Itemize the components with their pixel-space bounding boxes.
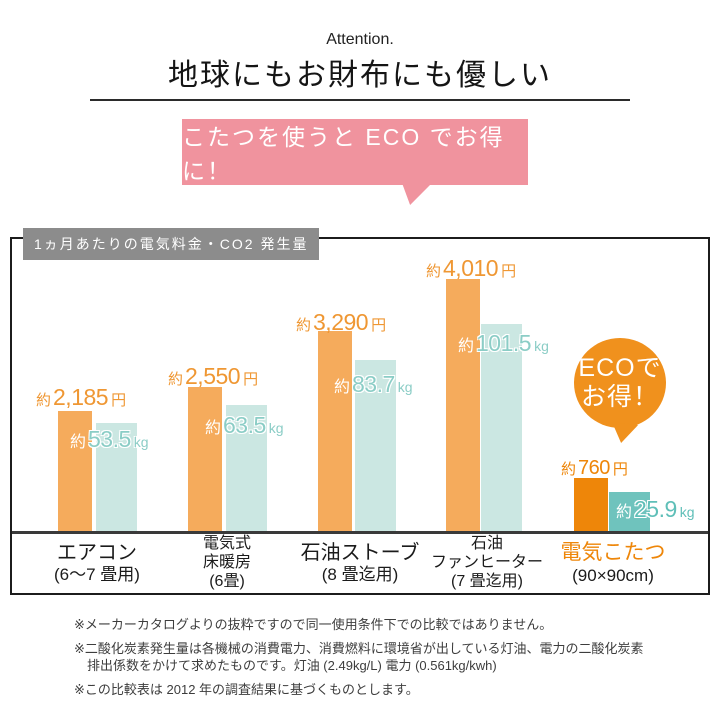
category-label-1: 電気式 床暖房 (6畳) xyxy=(152,534,302,593)
approx-prefix: 約 xyxy=(458,338,475,355)
category-line: ファンヒーター xyxy=(430,554,543,572)
co2-value-label-3: 約101.5 kg xyxy=(458,332,549,355)
category-line: (6畳) xyxy=(209,572,245,590)
co2-bar-1 xyxy=(226,405,267,531)
co2-value: 63.5 xyxy=(223,412,266,438)
footnote-2: ※二酸化炭素発生量は各機械の消費電力、消費燃料に環境省が出している灯油、電力の二… xyxy=(74,641,644,674)
price-value: 2,550 xyxy=(185,363,241,389)
co2-unit: kg xyxy=(534,338,549,354)
co2-bar-4 xyxy=(609,492,650,531)
category-labels-strip: エアコン (6〜7 畳用) 電気式 床暖房 (6畳) 石油ストーブ (8 畳迄用) 石油 ファン… xyxy=(12,531,708,593)
co2-value: 101.5 xyxy=(476,330,532,356)
price-value-label-1: 約2,550 円 xyxy=(168,365,258,388)
approx-prefix: 約 xyxy=(205,420,222,437)
speech-bubble-tail xyxy=(402,183,432,205)
footnotes: ※メーカーカタログよりの抜粋ですので同一使用条件下での比較ではありません。 ※二酸… xyxy=(74,616,656,706)
eco-badge: ECOで お得！ xyxy=(574,338,666,443)
co2-bar-0 xyxy=(96,423,137,531)
price-unit: 円 xyxy=(501,263,517,280)
co2-bar-2 xyxy=(355,360,396,531)
price-bar-4 xyxy=(574,478,608,531)
attention-label: Attention. xyxy=(326,31,394,48)
category-line: (8 畳迄用) xyxy=(321,565,399,585)
chart-title-box: 1ヵ月あたりの電気料金・CO2 発生量 xyxy=(23,228,320,260)
price-value-label-0: 約2,185 円 xyxy=(36,386,126,409)
co2-value-label-4: 約25.9 kg xyxy=(616,498,695,521)
price-unit: 円 xyxy=(111,392,127,409)
chart-area: 約2,185 円約53.5 kg 約2,550 円約63.5 kg 約3,290 円約83.7… xyxy=(10,237,710,595)
category-line: エアコン xyxy=(57,541,137,564)
category-line: (6〜7 畳用) xyxy=(54,565,140,585)
eco-badge-line2: お得！ xyxy=(580,383,659,411)
category-line: 床暖房 xyxy=(202,554,251,572)
approx-prefix: 約 xyxy=(296,317,312,334)
price-bar-1 xyxy=(188,387,222,531)
category-label-4: 電気こたつ (90×90cm) xyxy=(538,534,688,593)
price-value: 760 xyxy=(578,457,610,479)
category-label-3: 石油 ファンヒーター (7 畳迄用) xyxy=(412,534,562,593)
approx-prefix: 約 xyxy=(426,263,442,280)
category-line: 石油 xyxy=(470,535,503,553)
approx-prefix: 約 xyxy=(616,504,633,521)
speech-bubble-text: こたつを使うと ECO でお得に！ xyxy=(182,124,505,184)
approx-prefix: 約 xyxy=(36,392,52,409)
price-unit: 円 xyxy=(243,371,259,388)
price-bar-2 xyxy=(318,331,352,531)
co2-value-label-0: 約53.5 kg xyxy=(70,428,149,451)
co2-value: 25.9 xyxy=(634,496,677,522)
co2-value-label-2: 約83.7 kg xyxy=(334,373,413,396)
co2-bar-3 xyxy=(481,324,522,531)
price-bar-3 xyxy=(446,279,480,531)
footnote-3: ※この比較表は 2012 年の調査結果に基づくものとします。 xyxy=(74,682,419,698)
co2-unit: kg xyxy=(679,504,695,520)
approx-prefix: 約 xyxy=(561,461,577,478)
category-label-0: エアコン (6〜7 畳用) xyxy=(22,534,172,593)
approx-prefix: 約 xyxy=(334,379,351,396)
price-value-label-4: 約 760 円 xyxy=(561,458,628,478)
plot-area: 約2,185 円約53.5 kg 約2,550 円約63.5 kg 約3,290 円約83.7… xyxy=(12,239,708,593)
co2-value: 53.5 xyxy=(88,426,131,452)
co2-unit: kg xyxy=(268,420,284,436)
price-unit: 円 xyxy=(612,461,628,478)
footnote-1: ※メーカーカタログよりの抜粋ですので同一使用条件下での比較ではありません。 xyxy=(74,617,553,632)
title-divider xyxy=(90,99,630,101)
page-title: 地球にもお財布にも優しい xyxy=(168,59,552,92)
category-line: (90×90cm) xyxy=(572,565,654,585)
category-line: 電気式 xyxy=(202,535,251,553)
price-bar-0 xyxy=(58,411,92,531)
price-value-label-2: 約3,290 円 xyxy=(296,311,386,334)
approx-prefix: 約 xyxy=(168,371,184,388)
category-line: 電気こたつ xyxy=(560,541,666,565)
price-value-label-3: 約4,010 円 xyxy=(426,257,516,280)
price-value: 3,290 xyxy=(313,309,369,335)
category-line: (7 畳迄用) xyxy=(450,572,523,590)
speech-bubble: こたつを使うと ECO でお得に！ xyxy=(182,119,528,205)
category-label-2: 石油ストーブ (8 畳迄用) xyxy=(285,534,435,593)
co2-unit: kg xyxy=(397,379,413,395)
price-value: 4,010 xyxy=(443,255,499,281)
co2-value: 83.7 xyxy=(352,371,395,397)
price-value: 2,185 xyxy=(53,384,109,410)
co2-unit: kg xyxy=(133,434,149,450)
price-unit: 円 xyxy=(371,317,387,334)
eco-badge-line1: ECOで xyxy=(578,354,662,383)
approx-prefix: 約 xyxy=(70,434,87,451)
category-line: 石油ストーブ xyxy=(300,541,420,564)
co2-value-label-1: 約63.5 kg xyxy=(205,414,284,437)
